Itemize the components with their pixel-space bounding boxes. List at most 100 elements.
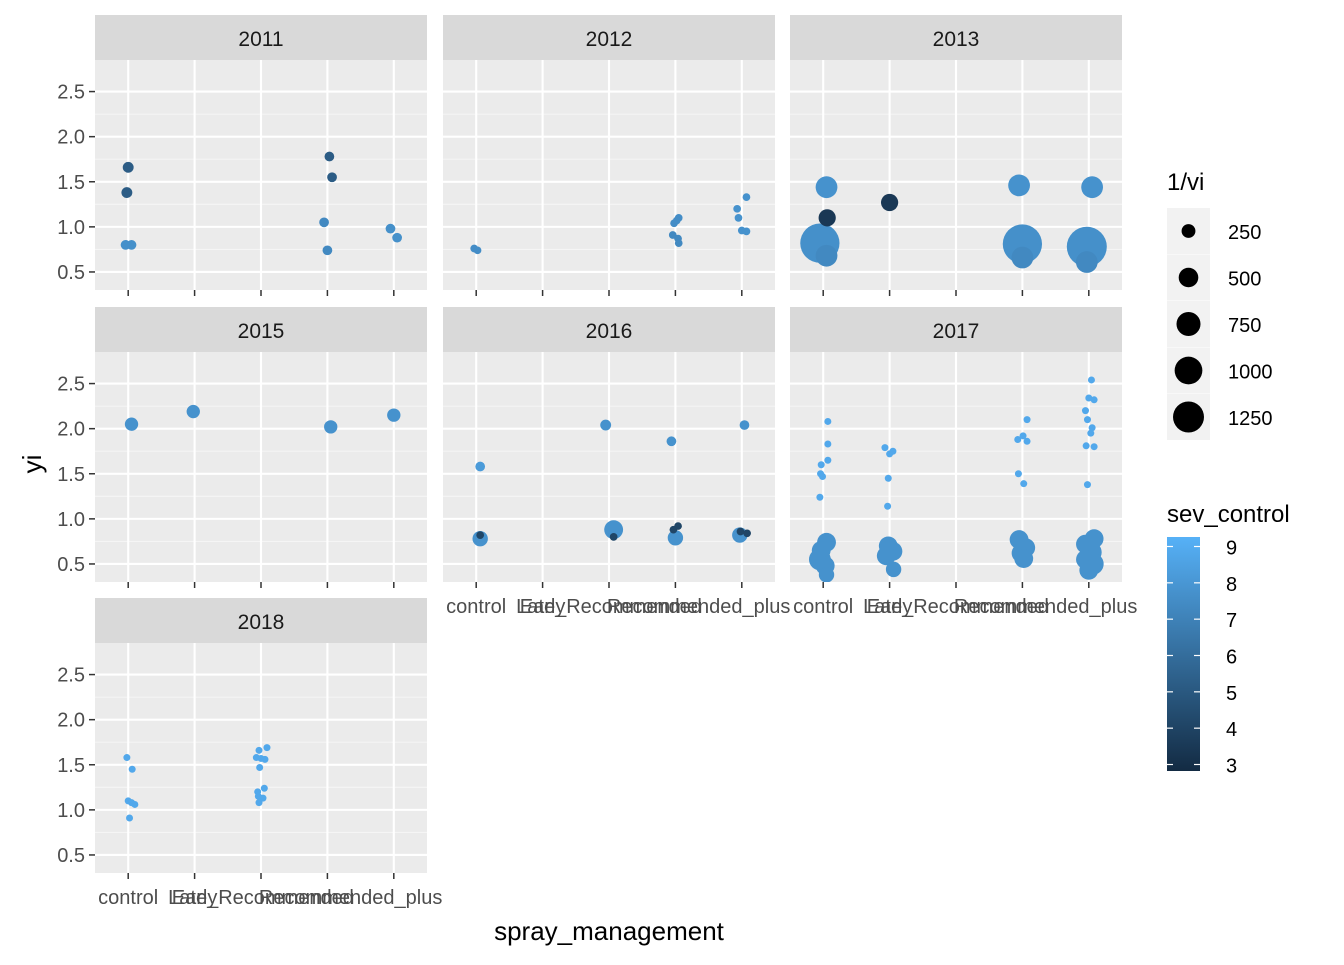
data-point	[392, 232, 402, 243]
data-point	[123, 754, 131, 762]
y-tick-label: 2.5	[57, 374, 85, 396]
data-point	[880, 193, 899, 212]
x-tick-label: Early	[867, 596, 913, 618]
facet-panel-2016: 2016 control EarlyLate_RecommendedRecommen…	[443, 307, 790, 618]
x-tick-label: Late_Recommended	[516, 596, 702, 618]
data-point	[255, 746, 263, 754]
data-point	[319, 217, 329, 228]
size-legend-dot	[1176, 311, 1201, 337]
data-point	[186, 404, 200, 419]
size-legend-label: 250	[1228, 222, 1261, 244]
y-tick-label: 1.0	[57, 217, 85, 239]
y-tick-label: 0.5	[57, 262, 85, 284]
data-point	[473, 246, 482, 255]
y-tick-label: 1.0	[57, 509, 85, 531]
points-layer	[124, 404, 401, 434]
y-axis-title: yi	[17, 455, 47, 474]
y-tick-label: 2.0	[57, 419, 85, 441]
data-point	[1014, 470, 1022, 478]
y-tick-label: 2.5	[57, 82, 85, 104]
x-tick-label: control	[98, 887, 158, 909]
facet-title: 2013	[933, 28, 980, 51]
data-point	[743, 529, 751, 538]
color-legend-label: 7	[1226, 610, 1237, 632]
y-tick-label: 2.0	[57, 710, 85, 732]
data-point	[1081, 407, 1089, 415]
size-legend-dot	[1178, 267, 1199, 288]
data-point	[476, 531, 485, 539]
data-point	[124, 417, 139, 431]
y-tick-label: 2.0	[57, 127, 85, 149]
facet-panel-2015: 2015 0.5 1.0 1.5 2.0 2.5	[57, 307, 427, 588]
points-layer	[123, 744, 271, 822]
facet-title: 2012	[586, 28, 633, 51]
data-point	[1075, 251, 1098, 273]
x-tick-label: control	[793, 596, 853, 618]
color-bar	[1167, 537, 1200, 771]
facet-title: 2011	[238, 28, 283, 51]
y-tick-label: 1.5	[57, 172, 85, 194]
points-layer	[120, 151, 402, 256]
data-point	[811, 541, 831, 560]
facet-strip	[95, 307, 427, 352]
data-point	[609, 533, 618, 541]
data-point	[1011, 246, 1034, 269]
data-point	[126, 814, 134, 822]
color-legend-label: 9	[1226, 538, 1237, 560]
size-legend-label: 500	[1228, 269, 1261, 291]
data-point	[128, 765, 136, 773]
data-point	[818, 209, 836, 227]
data-point	[824, 440, 832, 448]
data-point	[327, 172, 337, 183]
size-legend-dot	[1181, 224, 1196, 238]
data-point	[884, 474, 892, 482]
data-point	[604, 520, 624, 540]
data-point	[1020, 480, 1028, 488]
data-point	[881, 444, 889, 452]
facet-title: 2015	[238, 320, 285, 343]
data-point	[824, 417, 832, 425]
facet-panel-2018: 2018 0.5 1.0 1.5 2.0 2.5 control EarlyLate_Reco…	[57, 598, 442, 909]
data-point	[324, 151, 335, 162]
data-point	[1083, 416, 1091, 424]
data-point	[886, 450, 894, 458]
data-point	[126, 240, 137, 250]
data-point	[1085, 394, 1093, 402]
color-legend-label: 6	[1226, 647, 1237, 669]
facet-panel-2011: 2011 0.5 1.0 1.5 2.0 2.5	[57, 15, 427, 296]
data-point	[1083, 481, 1091, 489]
points-layer	[470, 193, 751, 255]
data-point	[1019, 432, 1027, 440]
data-point	[674, 239, 683, 247]
data-point	[819, 472, 827, 480]
facet-title: 2018	[238, 611, 285, 634]
data-point	[1023, 416, 1031, 424]
facet-strip	[95, 15, 427, 60]
data-point	[885, 561, 902, 578]
data-point	[815, 176, 838, 199]
size-legend-label: 1000	[1228, 362, 1273, 384]
data-point	[734, 213, 743, 222]
data-point	[1081, 176, 1104, 199]
color-legend: sev_control 3 4 5 6 7 8 9	[1167, 501, 1290, 778]
data-point	[824, 456, 832, 464]
data-point	[1008, 174, 1030, 197]
facet-panel-2017: 2017 control EarlyLate_RecommendedRecommen…	[790, 307, 1137, 618]
data-point	[122, 161, 134, 173]
data-point	[674, 522, 682, 530]
color-legend-label: 3	[1226, 756, 1237, 778]
x-tick-label: Early	[172, 887, 218, 909]
x-tick-label: control	[446, 596, 506, 618]
y-tick-label: 1.5	[57, 755, 85, 777]
color-legend-label: 5	[1226, 683, 1237, 705]
data-point	[1014, 435, 1022, 443]
data-point	[1023, 437, 1031, 445]
data-point	[1088, 424, 1096, 432]
data-point	[1090, 396, 1098, 404]
x-tick-label: Recommended_plus	[259, 887, 442, 909]
data-point	[667, 530, 684, 546]
data-point	[1079, 560, 1099, 580]
data-point	[742, 193, 751, 201]
size-legend-dot	[1173, 401, 1204, 433]
